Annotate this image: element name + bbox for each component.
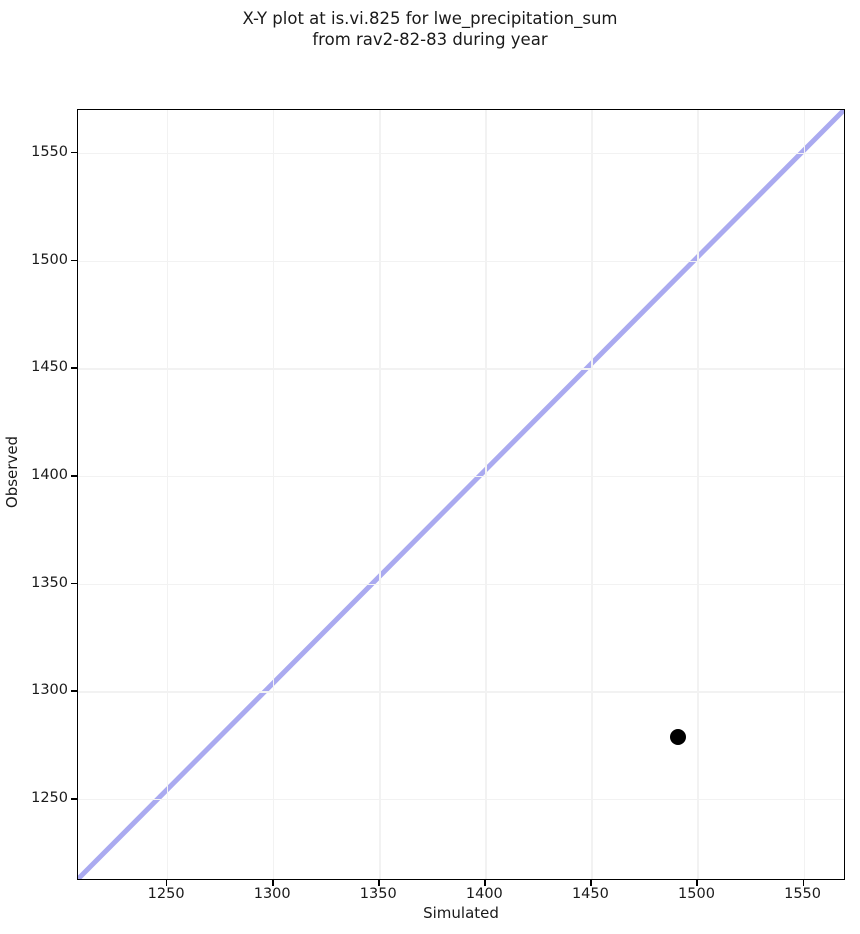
gridline-vertical [591, 110, 593, 879]
chart-title: X-Y plot at is.vi.825 for lwe_precipitat… [0, 8, 860, 51]
gridline-vertical [273, 110, 275, 879]
y-tick-mark [71, 690, 77, 692]
y-tick-mark [71, 259, 77, 262]
y-tick-label: 1250 [31, 790, 68, 807]
x-tick-label: 1350 [359, 886, 397, 902]
x-tick-label: 1450 [571, 886, 609, 902]
y-tick-mark [71, 475, 77, 477]
x-tick-mark [272, 880, 274, 886]
x-tick-label: 1400 [465, 886, 503, 902]
gridline-horizontal [78, 153, 844, 155]
chart-title-line-2: from rav2-82-83 during year [312, 30, 548, 50]
gridline-horizontal [78, 691, 844, 693]
x-tick-mark [590, 880, 592, 886]
y-tick-label: 1300 [31, 682, 68, 699]
x-tick-mark [378, 880, 380, 886]
x-tick-label: 1250 [147, 886, 185, 902]
x-tick-label: 1500 [678, 886, 715, 902]
y-tick-label: 1400 [31, 467, 68, 484]
gridline-vertical [167, 110, 169, 879]
chart-title-line-1: X-Y plot at is.vi.825 for lwe_precipitat… [242, 9, 618, 28]
y-tick-label: 1550 [31, 144, 68, 161]
data-point [670, 728, 687, 745]
y-tick-mark [71, 798, 77, 800]
gridline-horizontal [78, 260, 844, 263]
x-tick-label: 1550 [784, 886, 822, 902]
plot-area [77, 109, 845, 880]
y-tick-label: 1500 [31, 251, 68, 268]
y-tick-mark [71, 367, 77, 369]
y-tick-label: 1350 [31, 574, 68, 591]
y-tick-label: 1450 [31, 359, 68, 376]
y-axis-label: Observed [3, 435, 21, 509]
x-axis-label: Simulated [423, 904, 499, 922]
gridline-horizontal [78, 583, 844, 586]
gridline-vertical [697, 110, 699, 879]
x-tick-mark [484, 880, 486, 886]
gridline-vertical [485, 110, 487, 879]
y-tick-mark [71, 582, 77, 585]
x-tick-mark [802, 880, 804, 886]
gridline-vertical [379, 110, 381, 879]
x-tick-mark [166, 880, 168, 886]
gridline-horizontal [78, 368, 844, 370]
x-tick-label: 1300 [253, 886, 291, 902]
x-tick-mark [696, 880, 698, 886]
gridline-horizontal [78, 476, 844, 478]
gridline-horizontal [78, 799, 844, 801]
y-tick-mark [71, 152, 77, 154]
identity-line [78, 110, 844, 879]
gridline-vertical [803, 110, 805, 879]
